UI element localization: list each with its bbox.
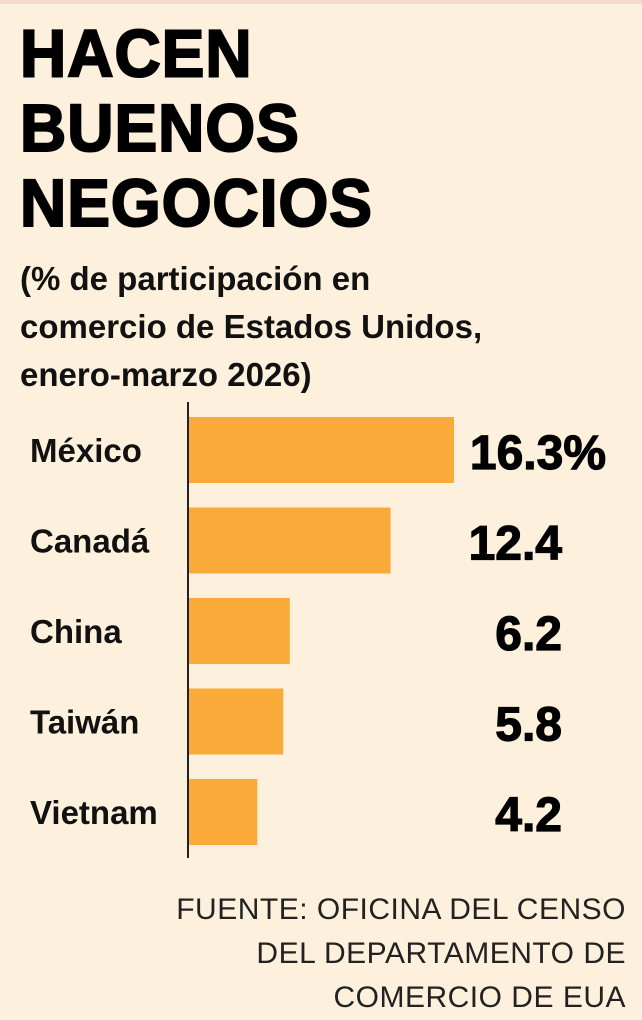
- bar: [189, 507, 391, 574]
- bar: [189, 688, 284, 755]
- subtitle-line-3: enero-marzo 2026): [20, 356, 312, 393]
- chart-subtitle: (% de participación en comercio de Estad…: [20, 255, 630, 399]
- subtitle-line-1: (% de participación en: [20, 260, 371, 297]
- source-note: FUENTE: OFICINA DEL CENSO DEL DEPARTAMEN…: [66, 888, 626, 1020]
- category-label: Vietnam: [30, 794, 158, 831]
- title-line-3: NEGOCIOS: [19, 165, 373, 242]
- category-label: Canadá: [30, 523, 150, 560]
- category-label: China: [30, 613, 122, 650]
- bar: [189, 417, 454, 483]
- source-line-2: DEL DEPARTAMENTO DE: [256, 937, 626, 970]
- bar: [189, 598, 290, 664]
- source-line-3: COMERCIO DE EUA: [333, 981, 626, 1014]
- chart-title: HACEN BUENOS NEGOCIOS: [19, 15, 620, 242]
- data-label: 4.2: [495, 789, 562, 842]
- bar: [189, 779, 258, 845]
- subtitle-line-2: comercio de Estados Unidos,: [20, 308, 483, 345]
- data-label: 6.2: [495, 608, 562, 661]
- category-label: Taiwán: [30, 704, 139, 741]
- category-label: México: [30, 432, 142, 469]
- title-line-2: BUENOS: [19, 90, 300, 167]
- source-line-1: FUENTE: OFICINA DEL CENSO: [176, 893, 626, 926]
- data-label: 5.8: [495, 699, 562, 752]
- top-border: [0, 0, 642, 4]
- data-label: 16.3%: [470, 427, 606, 480]
- bar-chart: México 16.3% Canadá 12.4 China 6.2 Taiwán 5.8 Vi…: [30, 402, 607, 858]
- data-label: 12.4: [469, 518, 563, 571]
- title-line-1: HACEN: [19, 15, 253, 92]
